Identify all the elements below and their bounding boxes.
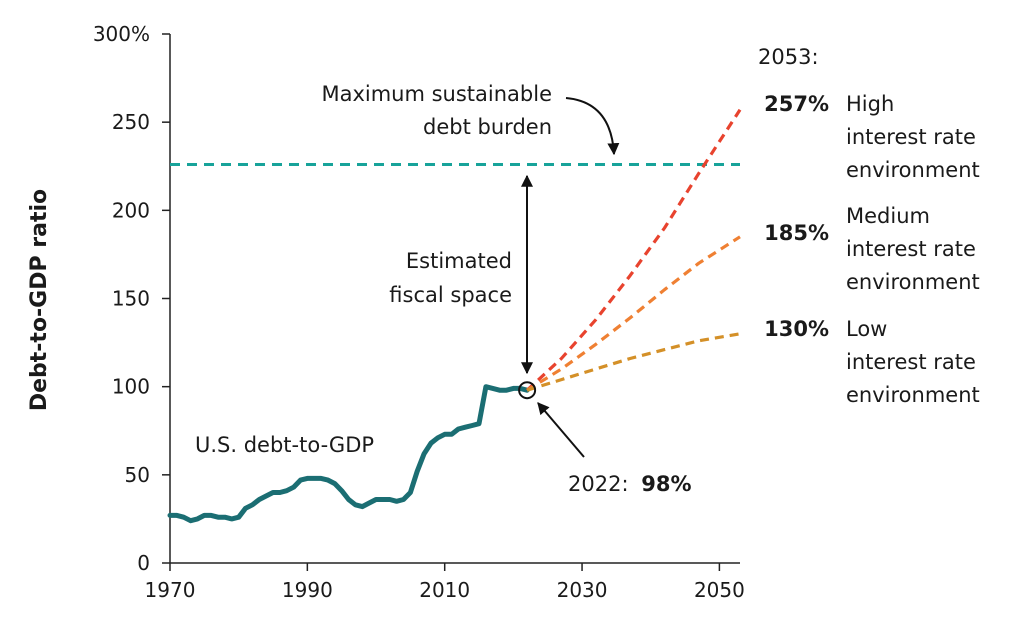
y-tick-label: 200	[112, 198, 150, 222]
marker-2022-value: 98%	[641, 472, 691, 496]
low-rate-projection-line	[526, 332, 741, 392]
projection-medium-label-1: Medium	[846, 204, 930, 228]
medium-rate-projection-line	[526, 235, 741, 392]
projection-high-label-2: interest rate	[846, 125, 976, 149]
high-rate-projection-line	[526, 108, 742, 392]
projection-low-label-1: Low	[846, 317, 887, 341]
x-tick-label: 2010	[419, 578, 470, 602]
x-tick-label: 2030	[557, 578, 608, 602]
y-tick-label: 50	[125, 463, 150, 487]
us-debt-series-label: U.S. debt-to-GDP	[195, 433, 374, 457]
y-tick-label: 250	[112, 110, 150, 134]
threshold-label-line2: debt burden	[423, 115, 552, 139]
y-tick-label: 100	[112, 375, 150, 399]
marker-2022	[518, 381, 537, 400]
fiscal-space-label-line1: Estimated	[406, 249, 512, 273]
projection-high-label-1: High	[846, 92, 894, 116]
series-layer	[167, 108, 742, 524]
projection-high-value: 257%	[764, 92, 829, 116]
projection-low-value: 130%	[764, 317, 829, 341]
projection-medium-label-2: interest rate	[846, 237, 976, 261]
y-axis-ticks: 300% 250 200 150 100 50 0	[93, 22, 170, 575]
x-axis-ticks: 1970 1990 2010 2030 2050	[145, 563, 745, 602]
projection-high-label-3: environment	[846, 158, 980, 182]
projection-medium-label-3: environment	[846, 270, 980, 294]
projection-medium-value: 185%	[764, 221, 829, 245]
marker-2022-year: 2022:	[568, 472, 629, 496]
x-tick-label: 2050	[694, 578, 745, 602]
marker-2022-arrow	[537, 402, 585, 458]
x-tick-label: 1970	[145, 578, 196, 602]
y-tick-label: 150	[112, 287, 150, 311]
marker-2022-label: 2022: 98%	[568, 472, 691, 496]
us-debt-to-gdp-line	[167, 384, 530, 524]
threshold-arrow	[565, 97, 620, 156]
fiscal-space-label-line2: fiscal space	[389, 283, 512, 307]
projection-low-label-2: interest rate	[846, 350, 976, 374]
y-tick-label: 300%	[93, 22, 150, 46]
x-tick-label: 1990	[282, 578, 333, 602]
projection-header: 2053:	[758, 45, 819, 69]
threshold-label-line1: Maximum sustainable	[321, 82, 552, 106]
y-axis-title: Debt-to-GDP ratio	[27, 189, 52, 411]
projection-low-label-3: environment	[846, 383, 980, 407]
y-tick-label: 0	[137, 551, 150, 575]
